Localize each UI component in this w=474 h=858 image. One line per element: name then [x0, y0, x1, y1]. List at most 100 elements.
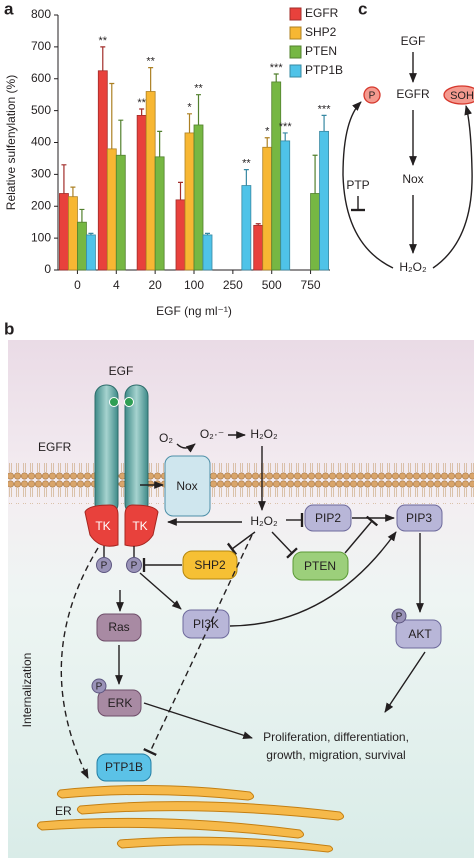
error-bar [243, 168, 249, 186]
error-bar [196, 94, 201, 125]
significance: ** [194, 83, 203, 95]
phospho-badge [126, 557, 142, 573]
x-tick-label: 250 [223, 278, 243, 292]
bar [310, 193, 320, 271]
phospho-badge [391, 608, 407, 624]
significance: * [265, 126, 270, 138]
significance: ** [137, 97, 146, 109]
error-bar [273, 73, 279, 82]
y-tick-label: 700 [31, 39, 51, 53]
node-label: Nox [176, 479, 197, 493]
error-bar [178, 181, 183, 200]
x-tick-label: 20 [148, 278, 162, 292]
significance: *** [279, 121, 293, 133]
y-tick-label: 300 [31, 167, 51, 181]
node-label: P [101, 561, 108, 572]
panel-label: c [358, 0, 367, 18]
bar [154, 156, 165, 271]
arrow [60, 547, 99, 779]
node-label: PI3K [193, 617, 219, 631]
inhibition [271, 531, 298, 559]
node-label: SOH [450, 90, 474, 102]
y-tick-label: 0 [44, 262, 51, 276]
node-label: PIP3 [406, 511, 432, 525]
bar [86, 234, 96, 271]
node-label: P [131, 561, 138, 572]
nox-box [164, 455, 211, 517]
node-label: SHP2 [194, 558, 226, 572]
x-tick-label: 750 [301, 278, 321, 292]
node-label: AKT [408, 627, 432, 641]
error-bar [187, 113, 192, 133]
background [8, 340, 474, 858]
legend-label: PTP1B [305, 63, 343, 77]
bar [77, 221, 87, 271]
arrow [384, 651, 426, 713]
significance: * [187, 102, 192, 114]
y-axis-label: Relative sulfenylation (%) [4, 75, 18, 210]
node-label: Proliferation, differentiation, [263, 730, 409, 744]
node-label: Ras [108, 620, 129, 634]
bar [145, 91, 156, 271]
arrow [139, 572, 182, 610]
bar [280, 140, 291, 271]
node-label: TK [95, 519, 110, 533]
error-bar [312, 154, 318, 194]
phospho-badge [91, 678, 107, 694]
panel-c-diagram: EGF EGFR P SOH Nox H₂O₂ PTP [342, 34, 474, 274]
error-bar [100, 46, 106, 71]
significance: *** [318, 103, 332, 115]
y-tick-label: 800 [31, 7, 51, 21]
phospho-badge [96, 557, 112, 573]
node-label: H₂O₂ [250, 514, 278, 528]
bar [319, 130, 329, 271]
arrow [342, 101, 394, 269]
significance: ** [242, 158, 251, 170]
error-bar [88, 232, 94, 235]
bar [59, 193, 69, 271]
node-label: EGFR [396, 87, 430, 101]
node-label: TK [132, 519, 147, 533]
arrow [432, 105, 473, 269]
bar [202, 234, 213, 271]
ligand [124, 397, 134, 407]
error-bar [61, 164, 67, 194]
node-label: EGFR [38, 440, 72, 454]
node-label: O₂ [159, 431, 173, 445]
membrane [8, 462, 474, 504]
significance: *** [270, 62, 284, 74]
node-label: Nox [402, 172, 423, 186]
error-bar [205, 232, 210, 235]
legend-label: EGFR [305, 6, 339, 20]
x-tick-label: 4 [113, 278, 120, 292]
error-bar [321, 114, 327, 132]
node-label: P [96, 682, 103, 693]
y-tick-label: 400 [31, 135, 51, 149]
legend-swatch [289, 26, 302, 40]
y-tick-label: 200 [31, 198, 51, 212]
error-bar [109, 82, 115, 149]
x-tick-label: 500 [262, 278, 282, 292]
inhibition [226, 531, 256, 556]
node-label: ER [55, 804, 72, 818]
inhibition [344, 515, 379, 554]
node-label: EGF [109, 364, 134, 378]
error-bar [118, 119, 124, 156]
node-label: P [396, 612, 403, 623]
error-bar [255, 223, 261, 226]
y-tick-label: 600 [31, 71, 51, 85]
error-bar [70, 186, 76, 197]
node-label: P [369, 91, 376, 102]
bar [271, 81, 282, 271]
node-label: H₂O₂ [399, 260, 427, 274]
soh-badge [443, 85, 474, 105]
kinase [84, 504, 119, 547]
bar [115, 154, 126, 271]
node: SHP2 PTEN PIP2 PIP3 Ras PI3K ERK AKT PTP… [96, 504, 443, 782]
node-label: PIP2 [315, 511, 341, 525]
y-tick-label: 500 [31, 103, 51, 117]
er-membrane [36, 784, 344, 853]
node-label: H₂O₂ [250, 427, 278, 441]
